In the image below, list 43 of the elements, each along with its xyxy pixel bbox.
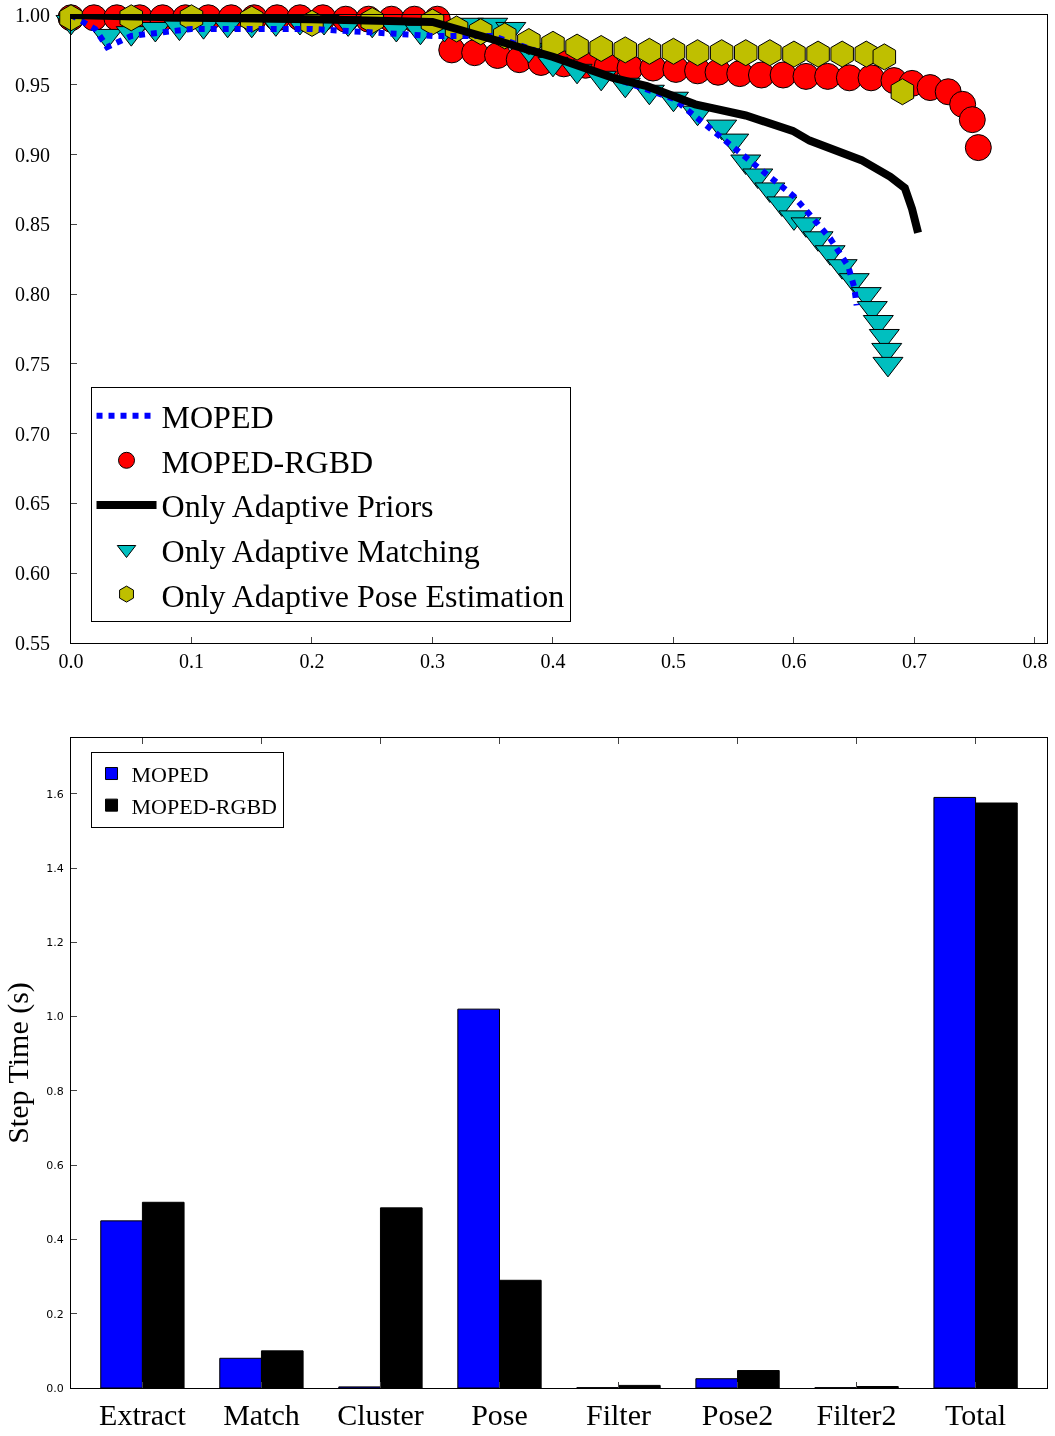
x-tick-label: 0.2 — [299, 650, 325, 672]
x-tick-label: 0.5 — [660, 650, 686, 672]
y-tick-label: 1.2 — [46, 936, 64, 950]
y-tick-label: 0.6 — [46, 1158, 64, 1172]
y-tick-label: 1.4 — [46, 861, 64, 875]
x-tick-label: 0.3 — [419, 650, 445, 672]
legend-label: Only Adaptive Priors — [161, 488, 434, 525]
legend-label: MOPED-RGBD — [161, 443, 374, 480]
y-tick-label: 0.2 — [46, 1307, 64, 1321]
y-tick-label: 1.0 — [46, 1010, 64, 1024]
y-tick-label: 0.8 — [46, 1084, 64, 1098]
x-tick-label: Pose — [471, 1398, 528, 1431]
y-tick-label: 1.00 — [15, 4, 50, 26]
y-tick-label: 1.6 — [46, 787, 64, 801]
y-tick-label: 0.75 — [15, 352, 50, 375]
x-tick-label: Total — [944, 1398, 1007, 1431]
x-tick-label: 0.7 — [901, 650, 927, 672]
y-tick-label: 0.90 — [15, 143, 50, 166]
y-tick-label: 0.70 — [15, 422, 50, 445]
y-axis-title: Step Time (s) — [1, 982, 36, 1144]
x-tick-label: Filter — [586, 1398, 652, 1431]
y-tick-label: 0.4 — [46, 1233, 64, 1247]
x-tick-label: Extract — [99, 1398, 187, 1431]
y-tick-label: 0.60 — [15, 562, 50, 585]
y-tick-label: 0.65 — [15, 492, 50, 515]
x-tick-label: 0.6 — [781, 650, 807, 672]
x-tick-label: Match — [223, 1398, 300, 1431]
legend-label: Only Adaptive Pose Estimation — [161, 577, 565, 614]
x-tick-label: Pose2 — [701, 1398, 774, 1431]
legend-label: MOPED-RGBD — [131, 793, 277, 819]
x-tick-label: 0.8 — [1022, 650, 1048, 672]
x-tick-label: 0.1 — [178, 650, 204, 672]
x-tick-label: Filter2 — [816, 1398, 897, 1431]
y-tick-label: 0.85 — [15, 213, 50, 236]
legend-label: Only Adaptive Matching — [161, 532, 480, 569]
x-tick-label: Cluster — [337, 1398, 424, 1431]
y-tick-label: 0.95 — [15, 73, 50, 96]
y-tick-label: 0.80 — [15, 283, 50, 306]
x-tick-label: 0.4 — [540, 650, 566, 672]
legend-label: MOPED — [131, 762, 209, 788]
y-tick-label: 0.0 — [46, 1381, 64, 1395]
legend-label: MOPED — [161, 399, 274, 436]
y-tick-label: 0.55 — [15, 632, 50, 654]
